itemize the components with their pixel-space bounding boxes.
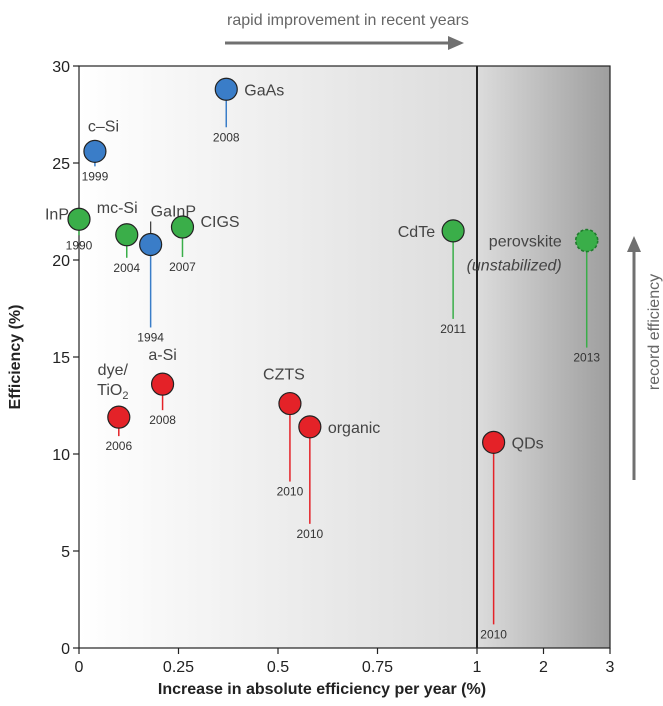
x-tick-label: 0.75 bbox=[362, 659, 393, 676]
point-sublabel: (unstabilized) bbox=[467, 258, 562, 275]
year-label: 2004 bbox=[113, 261, 140, 275]
data-point-marker bbox=[574, 228, 599, 253]
data-point-perovskite: perovskite (unstabilized) 2013 bbox=[467, 228, 600, 365]
year-label: 2013 bbox=[573, 351, 600, 365]
y-tick-label: 10 bbox=[52, 447, 70, 464]
point-label: CIGS bbox=[200, 214, 239, 231]
point-label: CZTS bbox=[263, 367, 305, 384]
data-point-marker bbox=[83, 139, 107, 163]
x-tick-label: 0.25 bbox=[163, 659, 194, 676]
year-label: 2007 bbox=[169, 260, 196, 274]
data-point-cigs: CIGS 2007 bbox=[169, 214, 239, 274]
plot-background-right bbox=[477, 66, 610, 648]
x-axis-title: Increase in absolute efficiency per year… bbox=[158, 681, 486, 698]
point-label: TiO2 bbox=[97, 382, 128, 402]
data-point-c-si: c–Si 1999 bbox=[82, 118, 119, 183]
y-tick-label: 15 bbox=[52, 350, 70, 367]
data-point-gaas: GaAs 2008 bbox=[213, 77, 284, 144]
year-label: 2010 bbox=[277, 485, 304, 499]
point-label: perovskite bbox=[489, 234, 562, 251]
year-label: 2010 bbox=[480, 627, 507, 641]
plot-frame bbox=[78, 65, 611, 649]
data-point-cdte: CdTe 2011 bbox=[398, 219, 466, 336]
data-point-marker bbox=[278, 391, 302, 416]
data-point-marker bbox=[214, 77, 238, 101]
y-tick-label: 25 bbox=[52, 156, 70, 173]
point-label: c–Si bbox=[88, 118, 119, 135]
point-label: GaAs bbox=[244, 82, 284, 99]
data-point-marker bbox=[170, 215, 195, 239]
y-tick-label: 30 bbox=[52, 59, 70, 76]
data-point-marker bbox=[67, 207, 91, 231]
top-arrow-head bbox=[448, 36, 464, 50]
point-label: a-Si bbox=[148, 347, 176, 364]
x-axis-ticks: 0 0.25 0.5 0.75 1 2 3 bbox=[75, 648, 615, 676]
year-label: 1999 bbox=[82, 169, 109, 183]
right-annotation: record efficiency bbox=[646, 274, 663, 390]
data-point-a-si: a-Si 2008 bbox=[148, 347, 176, 427]
y-tick-label: 20 bbox=[52, 253, 70, 270]
point-label: organic bbox=[328, 420, 380, 437]
data-point-qds: QDs 2010 bbox=[480, 430, 544, 641]
data-point-mc-si: mc-Si 2004 bbox=[97, 200, 141, 275]
x-tick-label: 3 bbox=[606, 659, 615, 676]
data-point-marker bbox=[139, 232, 163, 257]
y-axis-ticks: 0 5 10 15 20 25 30 bbox=[52, 59, 79, 658]
data-point-czts: CZTS 2010 bbox=[263, 367, 305, 499]
data-point-dye-tio2: dye/TiO2 2006 bbox=[97, 362, 132, 453]
point-label: CdTe bbox=[398, 224, 435, 241]
point-label: dye/ bbox=[98, 362, 129, 379]
data-point-marker bbox=[441, 219, 465, 243]
y-tick-label: 5 bbox=[61, 544, 70, 561]
x-tick-label: 1 bbox=[473, 659, 482, 676]
year-label: 2006 bbox=[105, 439, 132, 453]
data-point-inp: InP 1990 bbox=[45, 206, 93, 252]
year-label: 2008 bbox=[213, 130, 240, 144]
point-label: InP bbox=[45, 206, 69, 223]
x-tick-label: 0 bbox=[75, 659, 84, 676]
y-axis-title: Efficiency (%) bbox=[7, 305, 24, 410]
point-label: mc-Si bbox=[97, 200, 138, 217]
data-point-organic: organic 2010 bbox=[296, 415, 380, 541]
data-point-marker bbox=[115, 223, 139, 247]
top-annotation: rapid improvement in recent years bbox=[227, 12, 469, 29]
data-point-marker bbox=[150, 372, 175, 396]
year-label: 1994 bbox=[137, 330, 164, 344]
year-label: 1990 bbox=[66, 238, 93, 252]
year-label: 2011 bbox=[440, 322, 466, 336]
data-point-marker bbox=[107, 405, 131, 429]
point-label: QDs bbox=[512, 435, 544, 452]
data-point-marker bbox=[298, 415, 322, 439]
x-tick-label: 0.5 bbox=[267, 659, 289, 676]
plot-background-left bbox=[79, 66, 477, 648]
year-label: 2008 bbox=[149, 413, 176, 427]
right-arrow-head bbox=[627, 236, 641, 252]
y-tick-label: 0 bbox=[61, 641, 70, 658]
year-label: 2010 bbox=[296, 527, 323, 541]
data-point-marker bbox=[482, 430, 506, 454]
x-tick-label: 2 bbox=[539, 659, 548, 676]
